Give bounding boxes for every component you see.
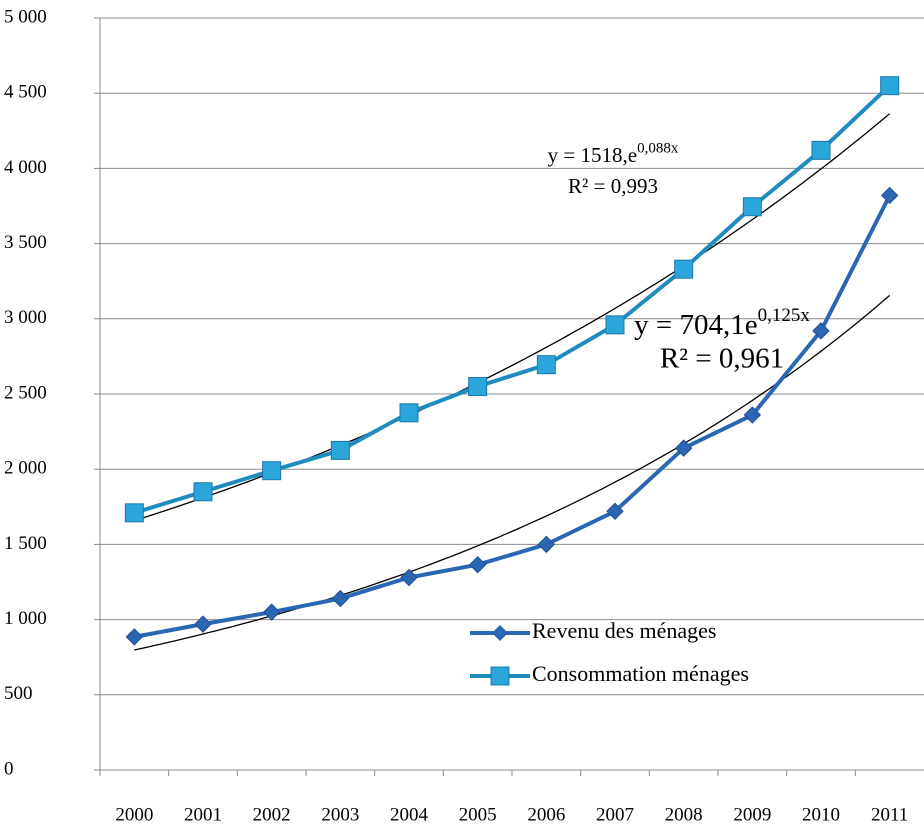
legend-label: Consommation ménages bbox=[532, 661, 749, 686]
marker bbox=[194, 615, 212, 633]
marker bbox=[331, 589, 350, 608]
y-tick-label: 4 500 bbox=[4, 82, 47, 103]
trend-r2: R² = 0,993 bbox=[568, 174, 658, 198]
x-tick-label: 2000 bbox=[115, 804, 153, 825]
marker bbox=[124, 503, 144, 523]
marker bbox=[880, 186, 899, 205]
marker bbox=[399, 403, 419, 423]
x-tick-label: 2006 bbox=[527, 804, 565, 825]
x-tick-label: 2003 bbox=[321, 804, 359, 825]
marker bbox=[400, 568, 418, 587]
marker bbox=[193, 482, 213, 502]
series-line bbox=[133, 194, 892, 639]
equation-text: y = 1518,e bbox=[548, 143, 637, 167]
marker bbox=[330, 440, 350, 460]
marker bbox=[262, 461, 282, 481]
y-tick-label: 0 bbox=[4, 758, 14, 779]
trendline bbox=[134, 294, 891, 651]
y-tick-label: 2 000 bbox=[4, 458, 47, 479]
y-tick-label: 3 000 bbox=[4, 307, 47, 328]
marker bbox=[605, 315, 625, 335]
marker bbox=[743, 406, 762, 424]
marker bbox=[880, 76, 900, 96]
legend-marker bbox=[492, 625, 508, 641]
x-tick-label: 2001 bbox=[184, 804, 222, 825]
x-tick-label: 2002 bbox=[253, 804, 291, 825]
y-tick-label: 500 bbox=[4, 683, 33, 704]
equation-exponent: 0,125x bbox=[758, 305, 811, 326]
marker bbox=[537, 535, 556, 554]
trend-equation: y = 704,1e0,125x bbox=[634, 305, 810, 340]
marker bbox=[606, 502, 624, 521]
trend-r2: R² = 0,961 bbox=[660, 343, 784, 375]
trendline bbox=[134, 113, 891, 522]
x-tick-label: 2005 bbox=[459, 804, 497, 825]
marker bbox=[125, 628, 144, 646]
x-tick-label: 2008 bbox=[665, 804, 703, 825]
legend-marker bbox=[490, 666, 510, 686]
marker bbox=[468, 376, 488, 396]
marker bbox=[262, 603, 281, 621]
y-tick-label: 1 500 bbox=[4, 533, 47, 554]
legend-label: Revenu des ménages bbox=[532, 618, 717, 643]
y-tick-label: 5 000 bbox=[4, 6, 47, 27]
marker bbox=[468, 555, 487, 574]
marker bbox=[811, 140, 831, 160]
marker bbox=[742, 197, 762, 217]
equation-text: y = 704,1e bbox=[634, 309, 757, 341]
x-tick-label: 2004 bbox=[390, 804, 429, 825]
marker bbox=[674, 259, 694, 279]
equation-exponent: 0,088x bbox=[637, 141, 679, 157]
y-tick-label: 1 000 bbox=[4, 608, 47, 629]
marker bbox=[674, 439, 693, 457]
trend-equation: y = 1518,e0,088x bbox=[548, 141, 679, 167]
marker bbox=[812, 322, 830, 340]
x-tick-label: 2007 bbox=[596, 804, 634, 825]
y-tick-label: 4 000 bbox=[4, 157, 47, 178]
y-tick-label: 2 500 bbox=[4, 382, 47, 403]
y-tick-label: 3 500 bbox=[4, 232, 47, 253]
series-line bbox=[133, 84, 892, 515]
marker bbox=[536, 355, 556, 375]
x-tick-label: 2011 bbox=[871, 804, 908, 825]
x-tick-label: 2009 bbox=[733, 804, 771, 825]
x-tick-label: 2010 bbox=[802, 804, 840, 825]
